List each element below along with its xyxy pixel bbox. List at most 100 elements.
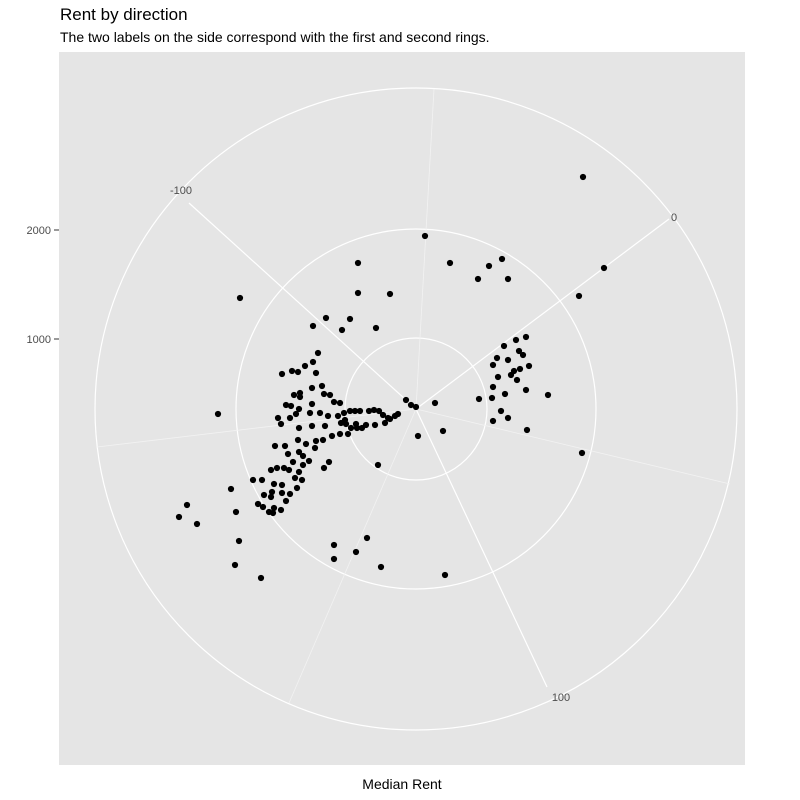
data-point — [299, 461, 307, 469]
data-point — [325, 458, 333, 466]
data-point — [504, 275, 512, 283]
data-point — [291, 474, 299, 482]
data-point — [498, 255, 506, 263]
data-point — [474, 275, 482, 283]
data-point — [346, 315, 354, 323]
grid-ring-inner — [344, 337, 488, 481]
data-point — [289, 458, 297, 466]
data-point — [354, 289, 362, 297]
data-point — [314, 349, 322, 357]
data-point — [330, 398, 338, 406]
radial-tick-label: 1000 — [27, 334, 51, 346]
data-point — [578, 449, 586, 457]
data-point — [336, 430, 344, 438]
data-point — [285, 466, 293, 474]
data-point — [280, 464, 288, 472]
data-point — [488, 394, 496, 402]
data-point — [282, 401, 290, 409]
spoke-minor-left — [96, 408, 417, 448]
x-axis-label: Median Rent — [362, 776, 442, 792]
data-point — [344, 430, 352, 438]
data-point — [334, 412, 342, 420]
data-point — [265, 508, 273, 516]
data-point — [386, 290, 394, 298]
data-point — [284, 450, 292, 458]
data-point — [372, 324, 380, 332]
data-point — [330, 541, 338, 549]
data-point — [302, 440, 310, 448]
data-point — [305, 457, 313, 465]
data-point — [354, 259, 362, 267]
data-point — [311, 444, 319, 452]
data-point — [322, 314, 330, 322]
data-point — [446, 259, 454, 267]
data-point — [575, 292, 583, 300]
data-point — [522, 333, 530, 341]
data-point — [193, 520, 201, 528]
data-point — [309, 358, 317, 366]
data-point — [287, 402, 295, 410]
data-point — [516, 365, 524, 373]
data-point — [260, 491, 268, 499]
data-point — [504, 356, 512, 364]
data-point — [431, 399, 439, 407]
data-point — [512, 336, 520, 344]
data-point — [324, 412, 332, 420]
data-point — [579, 173, 587, 181]
data-point — [308, 384, 316, 392]
data-point — [394, 410, 402, 418]
data-point — [346, 407, 354, 415]
grid-ring-outer — [94, 87, 738, 731]
data-point — [500, 342, 508, 350]
data-point — [439, 427, 447, 435]
data-point — [294, 368, 302, 376]
data-point — [267, 466, 275, 474]
data-point — [259, 503, 267, 511]
data-point — [286, 490, 294, 498]
data-point — [402, 396, 410, 404]
data-point — [277, 506, 285, 514]
data-point — [379, 411, 387, 419]
data-point — [301, 362, 309, 370]
data-point — [370, 406, 378, 414]
data-point — [489, 417, 497, 425]
data-point — [356, 407, 364, 415]
data-point — [320, 390, 328, 398]
theta-tick-label: 0 — [671, 212, 677, 224]
data-point — [497, 407, 505, 415]
data-point — [371, 421, 379, 429]
data-point — [321, 422, 329, 430]
spoke-minor-bottom — [288, 408, 417, 704]
data-point — [365, 407, 373, 415]
data-point — [298, 476, 306, 484]
data-point — [295, 468, 303, 476]
data-point — [295, 448, 303, 456]
data-point — [292, 410, 300, 418]
data-point — [273, 464, 281, 472]
data-point — [600, 264, 608, 272]
data-point — [525, 362, 533, 370]
data-point — [312, 437, 320, 445]
data-point — [299, 452, 307, 460]
points-layer — [175, 173, 608, 582]
data-point — [489, 361, 497, 369]
data-point — [351, 407, 359, 415]
data-point — [337, 419, 345, 427]
data-point — [235, 537, 243, 545]
data-point — [515, 347, 523, 355]
data-point — [353, 424, 361, 432]
data-point — [282, 497, 290, 505]
data-point — [352, 548, 360, 556]
data-point — [183, 501, 191, 509]
data-point — [318, 382, 326, 390]
data-point — [296, 393, 304, 401]
data-point — [507, 371, 515, 379]
data-point — [493, 354, 501, 362]
data-point — [232, 508, 240, 516]
plot-panel-background — [59, 52, 745, 765]
data-point — [271, 442, 279, 450]
data-point — [421, 232, 429, 240]
chart-subtitle: The two labels on the side correspond wi… — [60, 29, 490, 45]
data-point — [249, 476, 257, 484]
